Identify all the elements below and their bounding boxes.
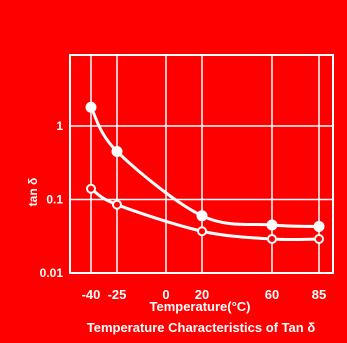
data-point	[197, 226, 207, 237]
y-tick-labels: 0.01 0.1 1	[40, 119, 64, 280]
data-point	[266, 219, 278, 231]
x-tick-labels: -40 -25 0 20 60 85	[82, 287, 327, 302]
x-tick-label: 20	[195, 287, 209, 302]
data-point	[112, 199, 122, 210]
series-2	[86, 183, 324, 245]
y-axis-label: tan δ	[26, 178, 40, 207]
data-point	[85, 101, 97, 113]
data-point	[267, 234, 277, 245]
x-tick-label: 0	[162, 287, 169, 302]
y-tick-label: 0.01	[40, 266, 64, 280]
y-tick-label: 1	[56, 119, 63, 133]
data-point	[314, 234, 324, 245]
x-tick-label: -25	[108, 287, 127, 302]
x-tick-label: 60	[265, 287, 279, 302]
series-layer	[85, 101, 325, 245]
x-axis-label: Temperature(°C)	[149, 299, 250, 314]
data-point	[313, 220, 325, 232]
data-point	[196, 210, 208, 222]
grid	[70, 55, 333, 273]
x-tick-label: -40	[82, 287, 101, 302]
series-1	[85, 101, 325, 232]
plot-frame	[69, 54, 334, 274]
data-point	[111, 145, 123, 157]
data-point	[86, 183, 96, 194]
x-tick-label: 85	[312, 287, 326, 302]
chart-title: Temperature Characteristics of Tan δ	[87, 320, 316, 335]
y-tick-label: 0.1	[46, 193, 63, 207]
